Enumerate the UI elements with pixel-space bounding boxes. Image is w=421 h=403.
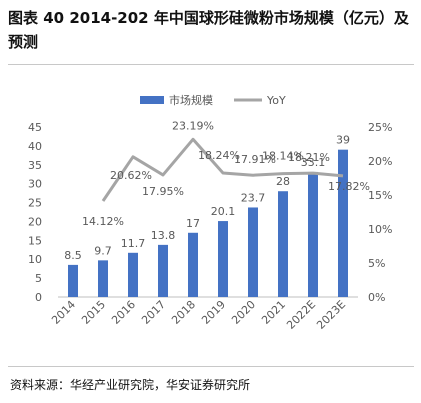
bar-series (68, 149, 348, 297)
chart-title: 图表 40 2014-202 年中国球形硅微粉市场规模（亿元）及预测 (8, 9, 409, 51)
x-tick-label: 2022E (284, 298, 318, 332)
bar-value-label: 28 (276, 175, 290, 188)
legend-line-label: YoY (266, 94, 286, 107)
x-tick-labels: 2014 2015 2016 2017 2018 2019 2020 20212022E202… (49, 298, 348, 332)
bar (68, 264, 78, 297)
left-tick-label: 45 (28, 121, 42, 134)
legend: 市场规模 YoY (140, 93, 286, 107)
right-tick-label: 15% (368, 189, 392, 202)
bar-value-label: 9.7 (94, 244, 112, 257)
title-divider (8, 64, 414, 65)
bar-data-labels: 8.5 9.7 11.7 13.8 17 20.1 23.7 28 33.1 39 (64, 134, 350, 262)
bar-value-label: 13.8 (151, 229, 176, 242)
yoy-value-label: 20.62% (110, 169, 152, 182)
bar-value-label: 8.5 (64, 249, 82, 262)
yoy-value-label: 17.95% (142, 185, 184, 198)
bar (278, 191, 288, 297)
bar (338, 149, 348, 297)
left-tick-label: 10 (28, 253, 42, 266)
left-tick-label: 0 (35, 291, 42, 304)
left-tick-label: 25 (28, 197, 42, 210)
bar (98, 260, 108, 297)
left-tick-label: 20 (28, 215, 42, 228)
market-size-chart: 市场规模 YoY 0 5 10 15 20 25 30 35 40 45 0% 5% 10% 15% 20… (28, 93, 392, 332)
yoy-value-label: 18.14% (262, 150, 304, 163)
x-tick-label: 2017 (139, 298, 168, 327)
bar (188, 232, 198, 297)
bar-value-label: 39 (336, 134, 350, 147)
right-axis: 0% 5% 10% 15% 20% 25% (368, 121, 392, 304)
bar-value-label: 20.1 (211, 205, 236, 218)
right-tick-label: 25% (368, 121, 392, 134)
right-tick-label: 0% (368, 291, 385, 304)
left-tick-label: 35 (28, 159, 42, 172)
legend-bar-label: 市场规模 (169, 93, 213, 107)
left-tick-label: 15 (28, 234, 42, 247)
left-tick-label: 5 (35, 272, 42, 285)
bar (218, 221, 228, 297)
left-tick-label: 40 (28, 140, 42, 153)
bar (248, 207, 258, 297)
yoy-value-label: 18.24% (198, 149, 240, 162)
bar-value-label: 11.7 (121, 237, 146, 250)
yoy-value-label: 14.12% (82, 215, 124, 228)
x-tick-label: 2015 (79, 298, 108, 327)
source-divider (8, 366, 414, 367)
yoy-value-label: 17.91% (234, 153, 276, 166)
yoy-series (101, 137, 344, 202)
x-tick-label: 2016 (109, 298, 138, 327)
x-tick-label: 2020 (229, 298, 258, 327)
x-tick-label: 2023E (314, 298, 348, 332)
left-tick-label: 30 (28, 178, 42, 191)
yoy-line (101, 137, 344, 202)
right-tick-label: 10% (368, 223, 392, 236)
legend-bar-swatch (140, 96, 164, 104)
bar-value-label: 17 (186, 217, 200, 230)
right-tick-label: 5% (368, 257, 385, 270)
x-tick-label: 2014 (49, 298, 78, 327)
yoy-value-label: 17.82% (328, 180, 370, 193)
x-tick-label: 2019 (199, 298, 228, 327)
bar (128, 252, 138, 297)
bar (158, 244, 168, 297)
yoy-data-labels: 14.12% 20.62% 17.95% 23.19% 18.24%17.91%18.1… (82, 119, 370, 228)
x-tick-label: 2018 (169, 298, 198, 327)
bar-value-label: 23.7 (241, 191, 266, 204)
left-axis: 0 5 10 15 20 25 30 35 40 45 (28, 121, 42, 304)
right-tick-label: 20% (368, 155, 392, 168)
yoy-value-label: 18.21% (288, 151, 330, 164)
bar-value-label: 33.1 (301, 156, 326, 169)
source-note: 资料来源：华经产业研究院，华安证券研究所 (10, 378, 251, 392)
yoy-value-label: 23.19% (172, 119, 214, 132)
bar (308, 171, 318, 297)
